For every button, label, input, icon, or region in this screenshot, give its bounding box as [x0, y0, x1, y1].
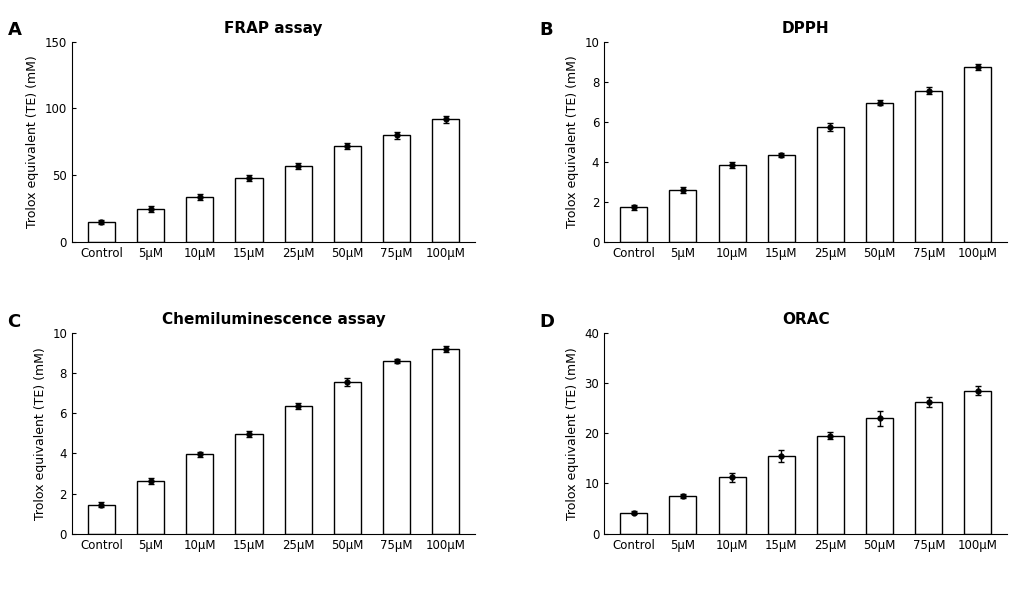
Bar — [719, 477, 745, 534]
Bar — [964, 66, 991, 243]
Bar — [915, 402, 943, 534]
Bar — [235, 178, 262, 243]
Y-axis label: Trolox equivalent (TE) (mM): Trolox equivalent (TE) (mM) — [27, 56, 39, 228]
Bar — [768, 155, 795, 243]
Bar — [334, 382, 361, 534]
Bar — [334, 146, 361, 243]
Title: DPPH: DPPH — [782, 21, 830, 36]
Bar — [866, 103, 893, 243]
Bar — [432, 349, 460, 534]
Bar — [285, 166, 311, 243]
Bar — [817, 127, 844, 243]
Text: A: A — [7, 21, 22, 39]
Bar — [383, 361, 410, 534]
Y-axis label: Trolox equivalent (TE) (mM): Trolox equivalent (TE) (mM) — [566, 347, 579, 519]
Text: B: B — [540, 21, 553, 39]
Bar — [137, 482, 164, 534]
Bar — [669, 190, 696, 243]
Bar — [719, 165, 745, 243]
Y-axis label: Trolox equivalent (TE) (mM): Trolox equivalent (TE) (mM) — [34, 347, 46, 519]
Bar — [235, 434, 262, 534]
Bar — [432, 119, 460, 243]
Title: Chemiluminescence assay: Chemiluminescence assay — [161, 313, 386, 327]
Bar — [88, 222, 115, 243]
Bar — [620, 512, 648, 534]
Bar — [285, 406, 311, 534]
Text: D: D — [540, 313, 555, 331]
Title: ORAC: ORAC — [782, 313, 830, 327]
Text: C: C — [7, 313, 21, 331]
Bar — [88, 505, 115, 534]
Y-axis label: Trolox equivalent (TE) (mM): Trolox equivalent (TE) (mM) — [566, 56, 579, 228]
Bar — [915, 91, 943, 243]
Bar — [669, 496, 696, 534]
Bar — [383, 135, 410, 243]
Bar — [768, 456, 795, 534]
Bar — [186, 197, 214, 243]
Bar — [137, 209, 164, 243]
Title: FRAP assay: FRAP assay — [224, 21, 323, 36]
Bar — [620, 207, 648, 243]
Bar — [186, 454, 214, 534]
Bar — [964, 391, 991, 534]
Bar — [866, 418, 893, 534]
Bar — [817, 436, 844, 534]
